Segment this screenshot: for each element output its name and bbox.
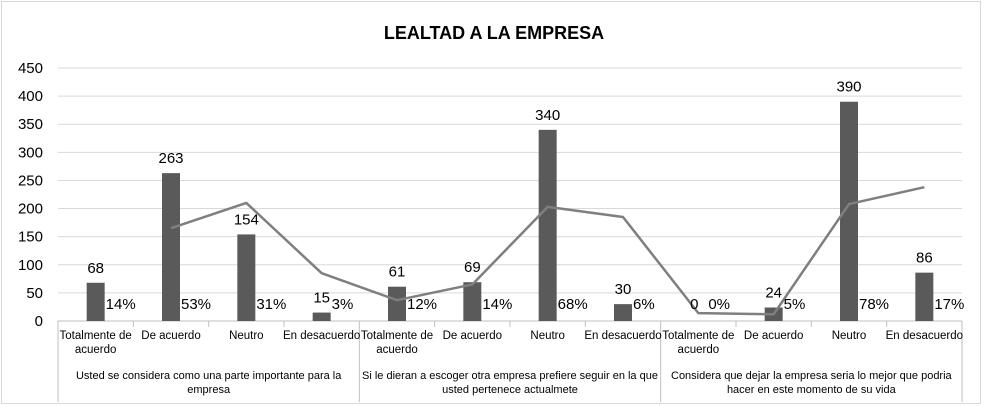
percent-label: 17%	[934, 296, 964, 313]
category-label: acuerdo	[376, 344, 418, 356]
category-label: acuerdo	[678, 344, 720, 356]
category-label: De acuerdo	[744, 330, 803, 342]
category-label: acuerdo	[75, 344, 117, 356]
percent-label: 14%	[106, 296, 136, 313]
percent-label: 68%	[558, 296, 588, 313]
bar	[915, 272, 934, 321]
bar-value-label: 24	[765, 285, 782, 302]
bar-value-label: 154	[234, 211, 259, 228]
category-label: En desacuerdo	[584, 330, 661, 342]
group-label: hacer en este momento de su vida	[727, 384, 897, 396]
y-tick-label: 50	[26, 285, 43, 302]
percent-label: 31%	[256, 296, 286, 313]
bar	[312, 312, 331, 321]
percent-label: 3%	[332, 296, 354, 313]
group-label: Usted se considera como una parte import…	[76, 370, 342, 382]
bar-value-label: 61	[389, 264, 406, 281]
y-tick-label: 450	[18, 60, 43, 77]
bar-value-label: 68	[87, 260, 104, 277]
percent-label: 6%	[633, 296, 655, 313]
category-label: Totalmente de	[662, 330, 734, 342]
group-label: Considera que dejar la empresa seria lo …	[671, 370, 953, 382]
bar-value-label: 340	[535, 107, 560, 124]
category-label: De acuerdo	[443, 330, 502, 342]
y-tick-label: 200	[18, 201, 43, 218]
bar-value-label: 0	[690, 296, 698, 313]
y-tick-label: 250	[18, 172, 43, 189]
category-label: De acuerdo	[141, 330, 200, 342]
bar	[388, 286, 406, 321]
group-label: usted pertenece actualmete	[442, 384, 578, 396]
category-label: En desacuerdo	[886, 330, 963, 342]
bar	[840, 101, 858, 321]
category-label: Neutro	[530, 330, 565, 342]
y-tick-label: 100	[18, 257, 43, 274]
y-tick-label: 0	[35, 313, 43, 330]
bar-value-label: 86	[916, 250, 933, 267]
category-label: En desacuerdo	[283, 330, 360, 342]
line-series	[170, 185, 925, 316]
bar	[86, 282, 105, 321]
category-label: Totalmente de	[361, 330, 433, 342]
y-tick-label: 350	[18, 116, 43, 133]
group-label: empresa	[187, 384, 231, 396]
y-tick-label: 400	[18, 88, 43, 105]
chart-title: LEALTAD A LA EMPRESA	[384, 23, 604, 43]
bar-value-label: 390	[836, 79, 861, 96]
category-label: Neutro	[832, 330, 867, 342]
category-label: Totalmente de	[60, 330, 132, 342]
bar	[614, 304, 632, 321]
category-label: Neutro	[229, 330, 264, 342]
percent-label: 14%	[482, 296, 512, 313]
group-label: Si le dieran a escoger otra empresa pref…	[362, 370, 658, 382]
bar	[162, 173, 180, 321]
bar	[463, 282, 482, 321]
bar-value-label: 30	[615, 281, 632, 298]
bar-value-label: 69	[464, 259, 481, 276]
percent-label: 78%	[859, 296, 889, 313]
y-tick-label: 300	[18, 144, 43, 161]
bar-value-label: 263	[158, 150, 183, 167]
percent-label: 5%	[784, 296, 806, 313]
percent-label: 0%	[708, 296, 730, 313]
bar	[237, 234, 256, 321]
bar-value-label: 15	[313, 290, 330, 307]
percent-label: 53%	[181, 296, 211, 313]
bar	[538, 129, 557, 321]
y-tick-label: 150	[18, 229, 43, 246]
percent-label: 12%	[407, 296, 437, 313]
